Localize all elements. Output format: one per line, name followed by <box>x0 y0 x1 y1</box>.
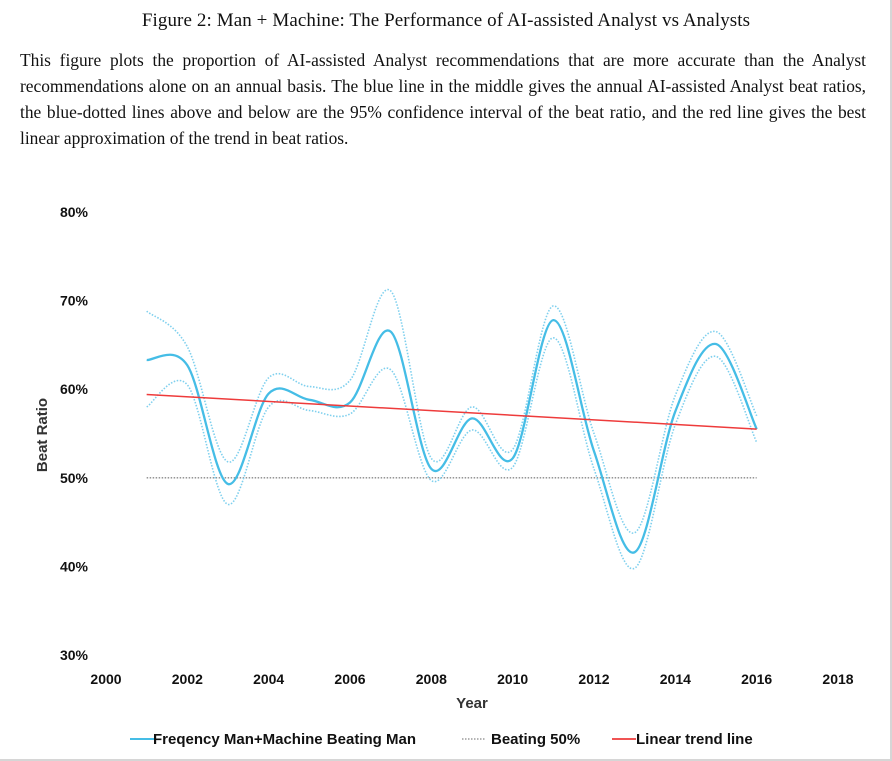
x-tick-label: 2002 <box>172 671 203 687</box>
x-tick-label: 2010 <box>497 671 528 687</box>
x-axis-ticks: 2000 2002 2004 2006 2008 2010 2012 2014 2016 2018 <box>90 671 853 687</box>
y-axis-ticks: 30% 40% 50% 60% 70% 80% <box>60 204 89 663</box>
legend-item: Freqency Man+Machine Beating Man <box>130 731 416 748</box>
trend-line <box>146 393 757 430</box>
x-tick-label: 2006 <box>334 671 365 687</box>
x-tick-label: 2018 <box>822 671 853 687</box>
series-layer <box>146 288 758 570</box>
y-tick-label: 70% <box>60 293 89 309</box>
ci-lower-line <box>146 336 758 570</box>
y-tick-label: 30% <box>60 647 89 663</box>
y-tick-label: 50% <box>60 470 89 486</box>
x-tick-label: 2008 <box>416 671 447 687</box>
ci-upper-line <box>146 288 758 534</box>
figure-caption: This figure plots the proportion of AI-a… <box>20 50 866 148</box>
x-tick-label: 2012 <box>578 671 609 687</box>
x-tick-label: 2014 <box>660 671 691 687</box>
legend-item: Beating 50% <box>462 731 580 748</box>
y-axis-title: Beat Ratio <box>34 398 51 472</box>
y-tick-label: 40% <box>60 558 89 574</box>
x-axis-title: Year <box>456 695 488 712</box>
legend-label: Beating 50% <box>491 731 580 748</box>
x-tick-label: 2004 <box>253 671 284 687</box>
y-tick-label: 80% <box>60 204 89 220</box>
figure-title: Figure 2: Man + Machine: The Performance… <box>141 10 751 31</box>
legend-label: Linear trend line <box>636 731 753 748</box>
x-tick-label: 2016 <box>741 671 772 687</box>
x-tick-label: 2000 <box>90 671 121 687</box>
legend: Freqency Man+Machine Beating Man Beating … <box>130 731 753 748</box>
beat-ratio-line <box>146 318 758 554</box>
y-tick-label: 60% <box>60 381 89 397</box>
legend-label: Freqency Man+Machine Beating Man <box>153 731 416 748</box>
legend-item: Linear trend line <box>612 731 753 748</box>
